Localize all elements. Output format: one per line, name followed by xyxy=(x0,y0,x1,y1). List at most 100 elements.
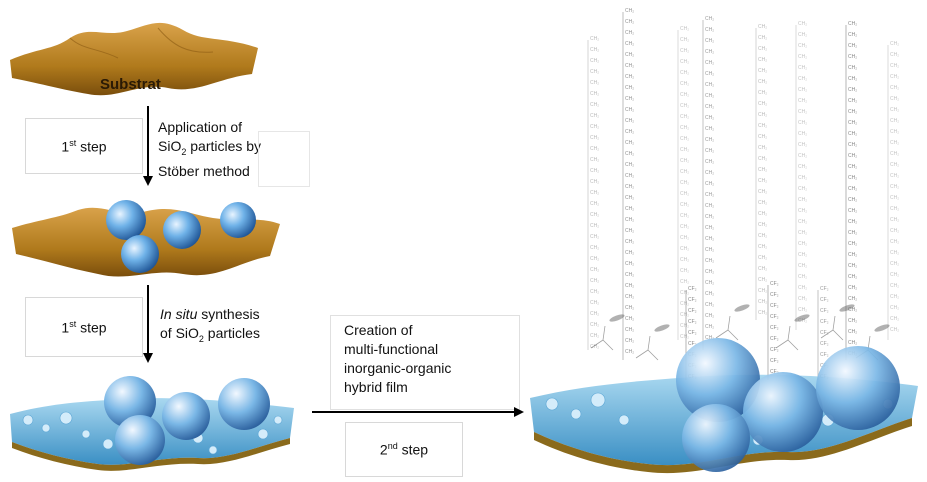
side-group xyxy=(715,304,750,341)
step1-label: 1st step xyxy=(61,137,107,155)
chain-unit-label: CH₂ xyxy=(798,252,807,258)
chain-unit-label: CH₂ xyxy=(680,81,689,87)
chain-unit-label: CF₂ xyxy=(770,369,779,375)
chain-unit-label: CH₂ xyxy=(680,257,689,263)
chain-unit-label: CH₂ xyxy=(590,311,599,317)
small-bubble xyxy=(618,414,630,426)
chain-unit-label: CH₂ xyxy=(625,239,634,245)
chain-unit-label: CH₂ xyxy=(758,112,767,118)
chain-unit-label: CH₂ xyxy=(680,213,689,219)
chain-unit-label: CH₂ xyxy=(680,180,689,186)
desc-frame xyxy=(258,131,310,187)
hybrid-film-illustration: CH₂ CH₂ CH₂ CH₂ CH₂ CH₂ CH₂ CH₂ CH₂ CH₂ CH₂ CH₂ CH₂ C… xyxy=(528,0,923,482)
chain-unit-label: CH₂ xyxy=(705,247,714,253)
chain-unit-label: CH₂ xyxy=(798,76,807,82)
chain-unit-label: CH₂ xyxy=(590,124,599,130)
chain-unit-label: CH₂ xyxy=(705,27,714,33)
chain-unit-label: CH₂ xyxy=(848,131,857,137)
small-bubble xyxy=(41,423,51,433)
chain-unit-label: CH₂ xyxy=(848,186,857,192)
step3-arrow xyxy=(312,407,524,417)
side-group xyxy=(635,324,670,361)
chain-unit-label: CH₂ xyxy=(758,200,767,206)
chain-unit-label: CH₂ xyxy=(590,201,599,207)
chain-unit-label: CH₂ xyxy=(590,102,599,108)
step3-label: 2nd step xyxy=(379,441,429,458)
chain-unit-label: CH₂ xyxy=(758,277,767,283)
chain-unit-label: CH₂ xyxy=(590,135,599,141)
chain-unit-label: CH₂ xyxy=(705,181,714,187)
chain-unit-label: CH₂ xyxy=(625,162,634,168)
chain-unit-label: CH₂ xyxy=(705,148,714,154)
chain-unit-label: CF₂ xyxy=(820,297,829,303)
chain-unit-label: CF₂ xyxy=(688,308,697,314)
small-bubble xyxy=(102,438,114,450)
chain-unit-label: CH₂ xyxy=(798,197,807,203)
chain-unit-label: CH₂ xyxy=(680,312,689,318)
chain-unit-label: CH₂ xyxy=(590,322,599,328)
chain-unit-label: CH₂ xyxy=(590,69,599,75)
chain-unit-label: CH₂ xyxy=(680,191,689,197)
small-bubble xyxy=(590,392,606,408)
step3-description: Creation of multi-functional inorganic-o… xyxy=(344,322,452,395)
silica-sphere xyxy=(106,200,146,240)
chain-unit-label: CH₂ xyxy=(848,21,857,27)
chain-unit-label: CH₂ xyxy=(705,16,714,22)
chain-unit-label: CH₂ xyxy=(890,63,899,69)
chain-unit-label: CH₂ xyxy=(798,296,807,302)
chain-unit-label: CH₂ xyxy=(705,170,714,176)
chain-unit-label: CH₂ xyxy=(758,211,767,217)
chain-unit-label: CH₂ xyxy=(625,261,634,267)
chain-unit-label: CH₂ xyxy=(705,203,714,209)
chain-unit-label: CH₂ xyxy=(848,32,857,38)
silica-sphere xyxy=(115,415,165,465)
chain-unit-label: CH₂ xyxy=(890,294,899,300)
chain-unit-label: CH₂ xyxy=(848,120,857,126)
chain-unit-label: CH₂ xyxy=(625,107,634,113)
step2-label: 1st step xyxy=(61,318,107,336)
chain-unit-label: CF₂ xyxy=(688,286,697,292)
chain-unit-label: CH₂ xyxy=(705,137,714,143)
chain-unit-label: CH₂ xyxy=(705,291,714,297)
chain-unit-label: CH₂ xyxy=(758,233,767,239)
chain-unit-label: CF₂ xyxy=(820,341,829,347)
chain-unit-label: CH₂ xyxy=(890,85,899,91)
chain-unit-label: CH₂ xyxy=(625,250,634,256)
chain-unit-label: CH₂ xyxy=(625,118,634,124)
chain-unit-label: CH₂ xyxy=(890,74,899,80)
chain-unit-label: CH₂ xyxy=(590,157,599,163)
chain-unit-label: CH₂ xyxy=(890,151,899,157)
chain-unit-label: CH₂ xyxy=(758,222,767,228)
step1-arrow xyxy=(143,106,153,186)
chain-unit-label: CH₂ xyxy=(848,219,857,225)
step3-box: 2nd step xyxy=(345,422,463,477)
chain-unit-label: CH₂ xyxy=(625,8,634,14)
silica-sphere xyxy=(104,376,156,428)
chain-unit-label: CH₂ xyxy=(848,76,857,82)
chain-unit-label: CH₂ xyxy=(625,228,634,234)
side-group xyxy=(775,314,810,351)
chain-unit-label: CH₂ xyxy=(758,57,767,63)
chain-unit-label: CH₂ xyxy=(705,126,714,132)
chain-unit-label: CH₂ xyxy=(758,244,767,250)
chain-unit-label: CF₂ xyxy=(820,352,829,358)
polymer-chain: CH₂ CH₂ CH₂ CH₂ CH₂ CH₂ CH₂ CH₂ CH₂ CH₂ CH₂ CH₂ CH₂ C… xyxy=(755,24,767,320)
chain-unit-label: CH₂ xyxy=(625,305,634,311)
chain-unit-label: CH₂ xyxy=(625,151,634,157)
chain-unit-label: CH₂ xyxy=(680,136,689,142)
chain-unit-label: CH₂ xyxy=(848,87,857,93)
chain-unit-label: CH₂ xyxy=(890,162,899,168)
chain-unit-label: CH₂ xyxy=(758,35,767,41)
chain-unit-label: CH₂ xyxy=(798,98,807,104)
chain-unit-label: CH₂ xyxy=(705,324,714,330)
polymer-chain: CH₂ CH₂ CH₂ CH₂ CH₂ CH₂ CH₂ CH₂ CH₂ CH₂ CH₂ CH₂ CH₂ C… xyxy=(677,26,689,340)
chain-unit-label: CH₂ xyxy=(590,58,599,64)
chain-unit-label: CH₂ xyxy=(590,91,599,97)
chain-unit-label: CH₂ xyxy=(590,212,599,218)
chain-unit-label: CH₂ xyxy=(758,24,767,30)
chain-unit-label: CH₂ xyxy=(758,178,767,184)
chain-unit-label: CH₂ xyxy=(625,283,634,289)
chain-unit-label: CH₂ xyxy=(705,225,714,231)
step1-description: Application of SiO2 particles by Stöber … xyxy=(158,118,308,181)
small-bubble xyxy=(59,411,73,425)
